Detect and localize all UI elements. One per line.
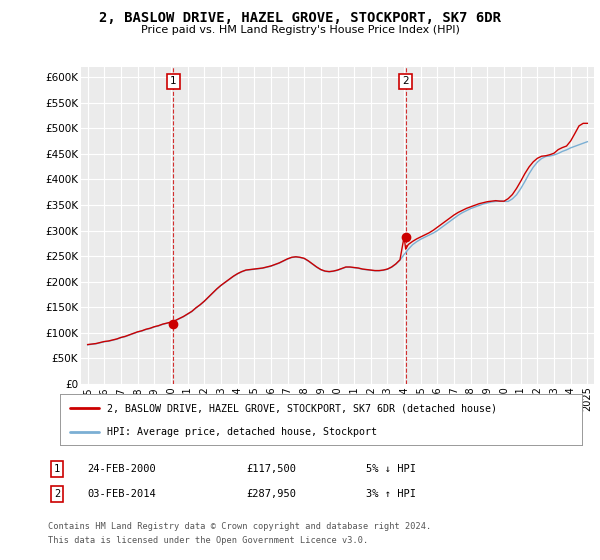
Text: 03-FEB-2014: 03-FEB-2014: [87, 489, 156, 499]
Text: 2, BASLOW DRIVE, HAZEL GROVE, STOCKPORT, SK7 6DR: 2, BASLOW DRIVE, HAZEL GROVE, STOCKPORT,…: [99, 11, 501, 25]
Text: Contains HM Land Registry data © Crown copyright and database right 2024.: Contains HM Land Registry data © Crown c…: [48, 522, 431, 531]
Text: This data is licensed under the Open Government Licence v3.0.: This data is licensed under the Open Gov…: [48, 536, 368, 545]
Text: 3% ↑ HPI: 3% ↑ HPI: [366, 489, 416, 499]
Text: 2: 2: [403, 76, 409, 86]
Text: £117,500: £117,500: [246, 464, 296, 474]
Text: £287,950: £287,950: [246, 489, 296, 499]
Text: 1: 1: [170, 76, 177, 86]
Text: 2: 2: [54, 489, 60, 499]
Text: 5% ↓ HPI: 5% ↓ HPI: [366, 464, 416, 474]
Text: Price paid vs. HM Land Registry's House Price Index (HPI): Price paid vs. HM Land Registry's House …: [140, 25, 460, 35]
Text: 1: 1: [54, 464, 60, 474]
Text: 24-FEB-2000: 24-FEB-2000: [87, 464, 156, 474]
Text: 2, BASLOW DRIVE, HAZEL GROVE, STOCKPORT, SK7 6DR (detached house): 2, BASLOW DRIVE, HAZEL GROVE, STOCKPORT,…: [107, 403, 497, 413]
Text: HPI: Average price, detached house, Stockport: HPI: Average price, detached house, Stoc…: [107, 427, 377, 437]
